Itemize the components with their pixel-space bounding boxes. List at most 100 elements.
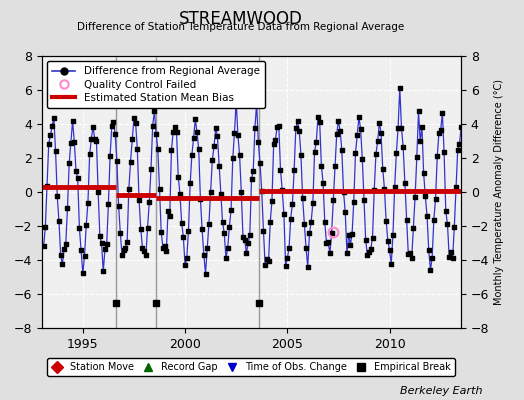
- Point: [84, 200, 92, 206]
- Point: [75, 225, 84, 231]
- Point: [287, 216, 295, 222]
- Point: [198, 226, 206, 232]
- Point: [212, 125, 220, 131]
- Point: [266, 218, 275, 225]
- Point: [281, 263, 290, 269]
- Point: [275, 122, 283, 129]
- Point: [392, 150, 400, 156]
- Point: [191, 116, 200, 122]
- Point: [333, 131, 341, 137]
- Point: [225, 224, 234, 230]
- Point: [237, 189, 245, 196]
- Point: [200, 251, 208, 258]
- Point: [309, 200, 317, 206]
- Point: [144, 224, 152, 231]
- Point: [205, 220, 213, 227]
- Point: [65, 160, 73, 166]
- Point: [374, 138, 382, 144]
- Point: [254, 139, 263, 146]
- Point: [431, 196, 440, 202]
- Point: [246, 231, 254, 238]
- Point: [423, 213, 431, 219]
- Point: [426, 267, 434, 273]
- Point: [293, 118, 302, 124]
- Point: [430, 216, 438, 223]
- Point: [103, 241, 111, 248]
- Point: [227, 207, 235, 213]
- Point: [253, 100, 261, 107]
- Point: [216, 190, 225, 197]
- Text: STREAMWOOD: STREAMWOOD: [179, 10, 303, 28]
- Point: [452, 184, 460, 190]
- Point: [390, 184, 399, 190]
- Point: [51, 148, 60, 154]
- Point: [455, 141, 464, 148]
- Point: [322, 240, 331, 246]
- Point: [133, 146, 141, 152]
- Point: [176, 191, 184, 197]
- Point: [241, 237, 249, 244]
- Point: [343, 250, 351, 256]
- Point: [203, 245, 211, 251]
- Point: [344, 231, 353, 238]
- Y-axis label: Monthly Temperature Anomaly Difference (°C): Monthly Temperature Anomaly Difference (…: [494, 79, 504, 305]
- Point: [389, 232, 397, 238]
- Point: [334, 118, 343, 124]
- Point: [326, 250, 334, 256]
- Point: [433, 153, 441, 159]
- Point: [72, 168, 80, 174]
- Point: [189, 135, 198, 141]
- Point: [169, 129, 177, 136]
- Point: [171, 124, 179, 130]
- Point: [269, 140, 278, 147]
- Point: [140, 248, 148, 254]
- Point: [53, 193, 61, 200]
- Point: [219, 219, 227, 226]
- Point: [368, 234, 377, 241]
- Point: [57, 252, 65, 258]
- Point: [164, 208, 172, 214]
- Point: [77, 247, 85, 254]
- Point: [113, 158, 121, 164]
- Point: [300, 221, 309, 227]
- Point: [385, 247, 394, 253]
- Point: [110, 119, 118, 126]
- Point: [232, 98, 241, 104]
- Point: [230, 129, 238, 136]
- Point: [82, 222, 91, 228]
- Point: [450, 224, 458, 230]
- Point: [341, 209, 350, 216]
- Point: [380, 186, 389, 192]
- Text: Difference of Station Temperature Data from Regional Average: Difference of Station Temperature Data f…: [78, 22, 405, 32]
- Point: [321, 219, 329, 225]
- Point: [399, 144, 407, 150]
- Point: [424, 247, 433, 254]
- Text: Berkeley Earth: Berkeley Earth: [400, 386, 482, 396]
- Point: [166, 213, 174, 220]
- Point: [353, 132, 362, 138]
- Point: [358, 156, 366, 162]
- Point: [457, 124, 465, 130]
- Point: [228, 155, 237, 162]
- Point: [367, 246, 375, 252]
- Point: [408, 255, 416, 261]
- Point: [280, 210, 288, 217]
- Point: [418, 124, 426, 130]
- Point: [421, 193, 430, 200]
- Point: [220, 230, 228, 236]
- Point: [178, 220, 186, 226]
- Point: [265, 258, 273, 264]
- Point: [141, 252, 150, 258]
- Point: [273, 124, 281, 130]
- Point: [351, 150, 359, 157]
- Point: [79, 270, 87, 276]
- Point: [436, 127, 445, 133]
- Point: [172, 129, 181, 136]
- Point: [58, 261, 67, 268]
- Point: [449, 255, 457, 262]
- Point: [167, 147, 176, 154]
- Point: [118, 252, 126, 258]
- Point: [208, 157, 216, 163]
- Point: [196, 195, 204, 202]
- Point: [355, 114, 363, 120]
